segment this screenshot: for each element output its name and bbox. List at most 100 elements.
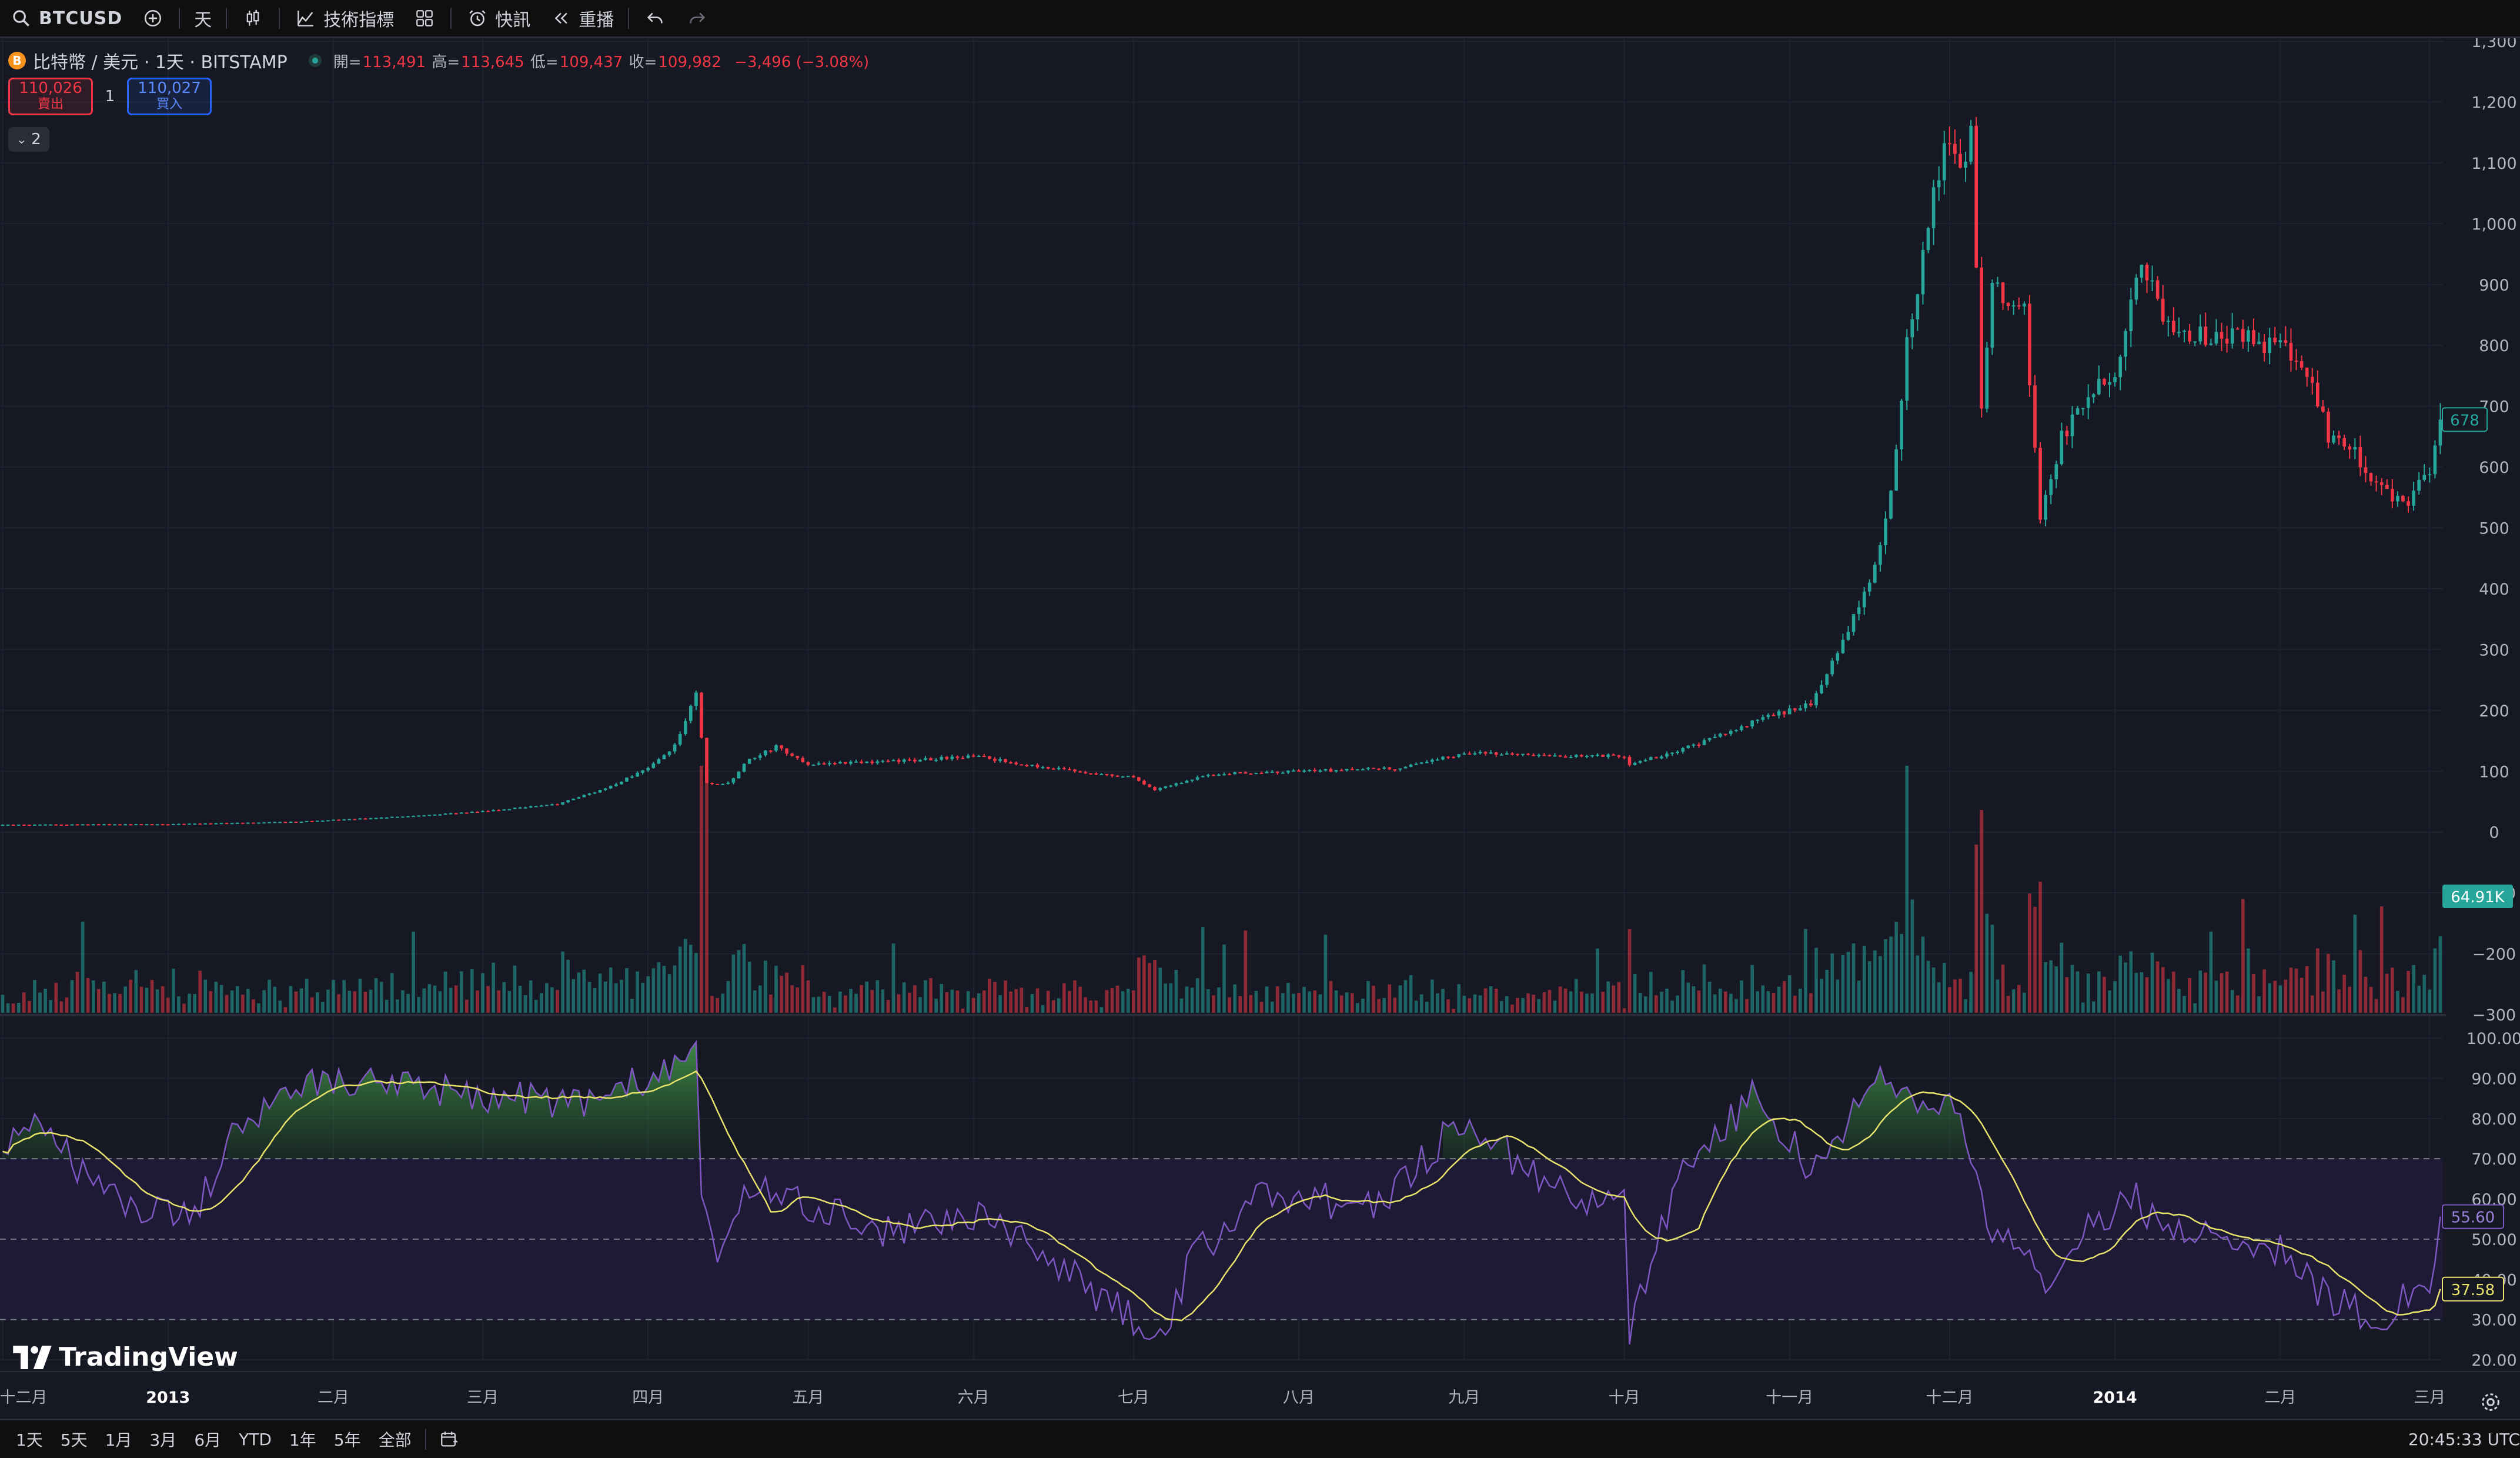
candle-body	[2379, 482, 2384, 485]
volume-bar	[1681, 970, 1685, 1013]
sell-button[interactable]: 110,026 賣出	[8, 78, 93, 115]
symbol-search-button[interactable]: BTCUSD	[0, 0, 132, 36]
candle-body	[1676, 752, 1679, 753]
candle-body	[1638, 760, 1642, 763]
compare-symbol-button[interactable]	[132, 0, 174, 36]
replay-button[interactable]: 重播	[540, 0, 623, 36]
market-status-icon[interactable]	[308, 54, 322, 67]
volume-bar	[6, 1003, 10, 1013]
volume-bar	[934, 999, 938, 1013]
candle-body	[86, 824, 90, 826]
volume-bar	[1948, 987, 1951, 1013]
volume-bar	[1366, 981, 1370, 1013]
volume-bar	[2028, 893, 2031, 1013]
candle-body	[2001, 282, 2005, 303]
layouts-button[interactable]	[403, 0, 446, 36]
volume-bar	[401, 990, 405, 1013]
gear-icon[interactable]	[2479, 1390, 2502, 1414]
range-button-6m[interactable]: 6月	[194, 1430, 222, 1450]
volume-bar	[44, 989, 47, 1013]
volume-bar	[721, 993, 725, 1013]
range-button-ytd[interactable]: YTD	[239, 1429, 272, 1449]
volume-bar	[1740, 980, 1743, 1013]
volume-bar	[764, 960, 767, 1013]
candle-body	[1740, 726, 1743, 730]
buy-price: 110,027	[138, 79, 201, 97]
tradingview-logo[interactable]: TradingView	[13, 1342, 238, 1372]
candle-body	[353, 819, 357, 820]
candle-body	[459, 812, 463, 814]
candle-body	[1793, 708, 1797, 710]
range-button-5y[interactable]: 5年	[333, 1430, 361, 1450]
pane-separator-rsi[interactable]	[0, 1028, 2446, 1030]
volume-bar	[139, 986, 143, 1013]
volume-bar	[1431, 979, 1434, 1013]
range-button-5d[interactable]: 5天	[60, 1430, 88, 1450]
legend-title[interactable]: 比特幣 / 美元 · 1天 · BITSTAMP	[33, 52, 288, 73]
time-tick-label: 九月	[1448, 1389, 1480, 1407]
candle-body	[865, 761, 869, 763]
candle-body	[1153, 787, 1157, 790]
candle-body	[449, 813, 453, 815]
range-button-1y[interactable]: 1年	[289, 1430, 316, 1450]
redo-button[interactable]	[676, 0, 718, 36]
volume-bar	[2337, 989, 2341, 1013]
rewind-icon	[549, 6, 573, 30]
candle-body	[1425, 762, 1429, 763]
buy-button[interactable]: 110,027 買入	[127, 78, 212, 115]
goto-date-button[interactable]	[431, 1429, 467, 1449]
candle-body	[1617, 755, 1621, 757]
range-button-3m[interactable]: 3月	[149, 1430, 177, 1450]
pane-separator-volume[interactable]	[0, 1014, 2446, 1016]
chart-type-button[interactable]	[232, 0, 274, 36]
candle-body	[540, 805, 543, 807]
volume-bar	[886, 1000, 890, 1013]
candle-body	[1692, 744, 1696, 746]
volume-bar	[1334, 990, 1338, 1013]
candle-body	[2327, 411, 2330, 443]
candle-body	[1409, 765, 1413, 767]
volume-bar	[1643, 996, 1647, 1013]
volume-bar	[849, 989, 853, 1013]
candle-body	[283, 822, 288, 823]
indicator-collapse-button[interactable]: ⌄ 2	[8, 127, 49, 152]
range-button-all[interactable]: 全部	[378, 1430, 412, 1450]
utc-clock[interactable]: 20:45:33 UTC	[2408, 1429, 2520, 1449]
interval-button[interactable]: 天	[185, 0, 221, 36]
candle-body	[1697, 744, 1701, 746]
volume-bar	[1110, 988, 1114, 1013]
volume-bar	[2230, 990, 2234, 1013]
candle-body	[977, 755, 981, 757]
range-button-1d[interactable]: 1天	[16, 1430, 43, 1450]
indicators-button[interactable]: 技術指標	[285, 0, 403, 36]
volume-bar	[1489, 986, 1493, 1013]
candle-body	[993, 759, 997, 761]
volume-bar	[1084, 997, 1087, 1013]
time-axis[interactable]: 十二月 2013 二月 三月 四月 五月 六月 七月 八月 九月 十月 十一月 十二月 2014 二月 三月	[0, 1371, 2520, 1407]
rsi-tick-label: 90.00	[2471, 1070, 2516, 1088]
candle-body	[2023, 303, 2026, 307]
candle-body	[550, 804, 554, 806]
volume-bar	[667, 974, 671, 1013]
interval-label: 天	[194, 10, 212, 31]
rsi-axis[interactable]: 100.0090.0080.0070.0060.0050.0040.0030.0…	[2442, 1030, 2520, 1370]
bitcoin-logo-icon: B	[8, 52, 26, 69]
rsi-tick-label: 20.00	[2471, 1352, 2516, 1370]
undo-button[interactable]	[634, 0, 676, 36]
candle-body	[1643, 760, 1647, 762]
chart-canvas[interactable]: 1,3001,2001,1001,00090080070060050040030…	[0, 0, 2520, 1419]
change-value: −3,496 (−3.08%)	[734, 53, 870, 71]
candle-body	[2273, 338, 2277, 343]
candle-body	[1286, 770, 1290, 773]
volume-bar	[2049, 960, 2053, 1013]
range-button-1m[interactable]: 1月	[105, 1430, 132, 1450]
volume-bar	[1153, 959, 1157, 1013]
candle-body	[1057, 768, 1061, 769]
candle-body	[2113, 377, 2117, 382]
candle-body	[1377, 768, 1381, 770]
alerts-button[interactable]: 快訊	[456, 0, 540, 36]
toolbar-divider	[628, 8, 630, 29]
candle-body	[2038, 448, 2042, 520]
volume-bar	[1851, 943, 1856, 1013]
candle-body	[2262, 341, 2266, 353]
